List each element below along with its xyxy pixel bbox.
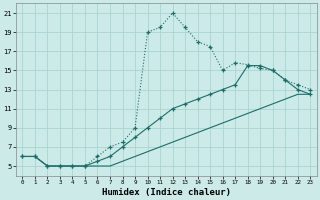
X-axis label: Humidex (Indice chaleur): Humidex (Indice chaleur) — [102, 188, 231, 197]
